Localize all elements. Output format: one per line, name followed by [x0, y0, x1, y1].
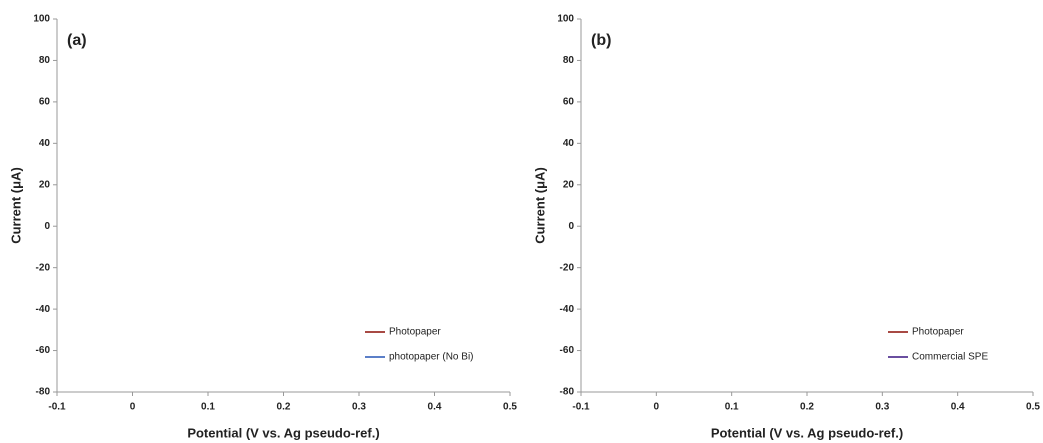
x-axis-title: Potential (V vs. Ag pseudo-ref.)	[711, 425, 903, 440]
x-tick-label: 0.1	[201, 402, 215, 413]
x-tick-label: 0.4	[951, 402, 965, 413]
legend-label: photopaper (No Bi)	[389, 352, 474, 363]
y-tick-label: 40	[563, 138, 575, 149]
x-tick-label: 0.3	[875, 402, 889, 413]
y-tick-label: -40	[560, 304, 575, 315]
legend-label: Commercial SPE	[912, 352, 988, 363]
x-tick-label: 0.2	[277, 402, 291, 413]
y-tick-label: 40	[39, 138, 51, 149]
y-tick-label: -60	[36, 345, 51, 356]
y-tick-label: -60	[560, 345, 575, 356]
x-tick-label: 0	[654, 402, 660, 413]
y-tick-label: -80	[560, 387, 575, 398]
y-tick-label: -20	[36, 262, 51, 273]
x-tick-label: 0.2	[800, 402, 814, 413]
x-tick-label: 0.1	[725, 402, 739, 413]
y-tick-label: 0	[44, 221, 50, 232]
y-tick-label: 80	[39, 55, 51, 66]
y-axis-title: Current (μA)	[8, 167, 23, 244]
x-tick-label: 0	[130, 402, 136, 413]
x-tick-label: 0.5	[503, 402, 517, 413]
panel-label: (b)	[591, 32, 611, 49]
x-axis-title: Potential (V vs. Ag pseudo-ref.)	[187, 425, 379, 440]
legend-label: Photopaper	[912, 327, 964, 338]
legend-label: Photopaper	[389, 327, 441, 338]
y-axis-title: Current (μA)	[532, 167, 547, 244]
y-tick-label: 100	[33, 14, 50, 25]
x-tick-label: 0.3	[352, 402, 366, 413]
y-tick-label: 20	[39, 179, 51, 190]
y-tick-label: 20	[563, 179, 575, 190]
x-tick-label: -0.1	[572, 402, 590, 413]
y-tick-label: 80	[563, 55, 575, 66]
x-tick-label: 0.4	[428, 402, 442, 413]
y-tick-label: -80	[36, 387, 51, 398]
y-tick-label: 60	[39, 97, 51, 108]
y-tick-label: 0	[568, 221, 574, 232]
y-tick-label: -20	[560, 262, 575, 273]
y-tick-label: -40	[36, 304, 51, 315]
x-tick-label: 0.5	[1026, 402, 1040, 413]
y-tick-label: 100	[557, 14, 574, 25]
y-tick-label: 60	[563, 97, 575, 108]
panel-label: (a)	[67, 32, 87, 49]
x-tick-label: -0.1	[48, 402, 66, 413]
